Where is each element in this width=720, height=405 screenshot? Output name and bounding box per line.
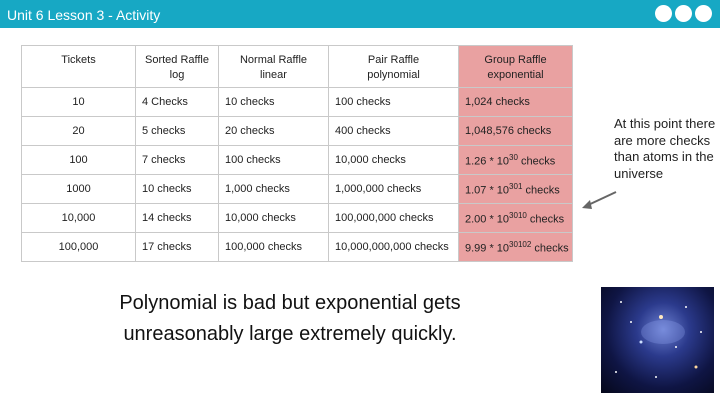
cell-tickets: 20 [21,116,136,146]
main-statement: Polynomial is bad but exponential gets u… [119,292,461,345]
cell-tickets: 100 [21,145,136,175]
cell-pair: 400 checks [328,116,459,146]
cell-tickets: 1000 [21,174,136,204]
lesson-title: Unit 6 Lesson 3 - Activity [7,7,161,23]
cell-sorted: 10 checks [135,174,219,204]
cell-tickets: 100,000 [21,232,136,262]
cell-group: 1,048,576 checks [458,116,573,146]
cell-pair: 10,000,000,000 checks [328,232,459,262]
cell-normal: 20 checks [218,116,329,146]
cell-group: 1.26 * 1030 checks [458,145,573,175]
col-header-normal: Normal Raffle linear [218,45,329,88]
cell-pair: 100 checks [328,87,459,117]
cell-normal: 100 checks [218,145,329,175]
progress-dot-icon [655,5,672,22]
side-note: At this point there are more checks than… [614,116,716,181]
raffle-comparison-table: Tickets Sorted Raffle log Normal Raffle li… [21,45,573,262]
col-header-sorted: Sorted Raffle log [135,45,219,88]
progress-dot-icon [675,5,692,22]
cell-normal: 10,000 checks [218,203,329,233]
cell-tickets: 10,000 [21,203,136,233]
cell-group: 2.00 * 103010 checks [458,203,573,233]
cell-group: 1.07 * 10301 checks [458,174,573,204]
table-row: 20 5 checks 20 checks 400 checks 1,048,5… [21,116,573,146]
cell-normal: 100,000 checks [218,232,329,262]
table-row: 10 4 Checks 10 checks 100 checks 1,024 c… [21,87,573,117]
cell-tickets: 10 [21,87,136,117]
galaxy-image [601,287,714,393]
progress-dot-icon [695,5,712,22]
table-row: 10,000 14 checks 10,000 checks 100,000,0… [21,203,573,233]
cell-normal: 1,000 checks [218,174,329,204]
cell-group: 9.99 * 1030102 checks [458,232,573,262]
header-bar: Unit 6 Lesson 3 - Activity [0,0,720,28]
table-row: 100,000 17 checks 100,000 checks 10,000,… [21,232,573,262]
arrow-icon [582,191,617,209]
cell-sorted: 17 checks [135,232,219,262]
cell-pair: 10,000 checks [328,145,459,175]
cell-group: 1,024 checks [458,87,573,117]
cell-sorted: 14 checks [135,203,219,233]
cell-sorted: 7 checks [135,145,219,175]
cell-normal: 10 checks [218,87,329,117]
table-row: 100 7 checks 100 checks 10,000 checks 1.… [21,145,573,175]
cell-sorted: 4 Checks [135,87,219,117]
table-row: 1000 10 checks 1,000 checks 1,000,000 ch… [21,174,573,204]
col-header-pair: Pair Raffle polynomial [328,45,459,88]
col-header-group: Group Raffle exponential [458,45,573,88]
cell-pair: 100,000,000 checks [328,203,459,233]
col-header-tickets: Tickets [21,45,136,88]
cell-sorted: 5 checks [135,116,219,146]
cell-pair: 1,000,000 checks [328,174,459,204]
